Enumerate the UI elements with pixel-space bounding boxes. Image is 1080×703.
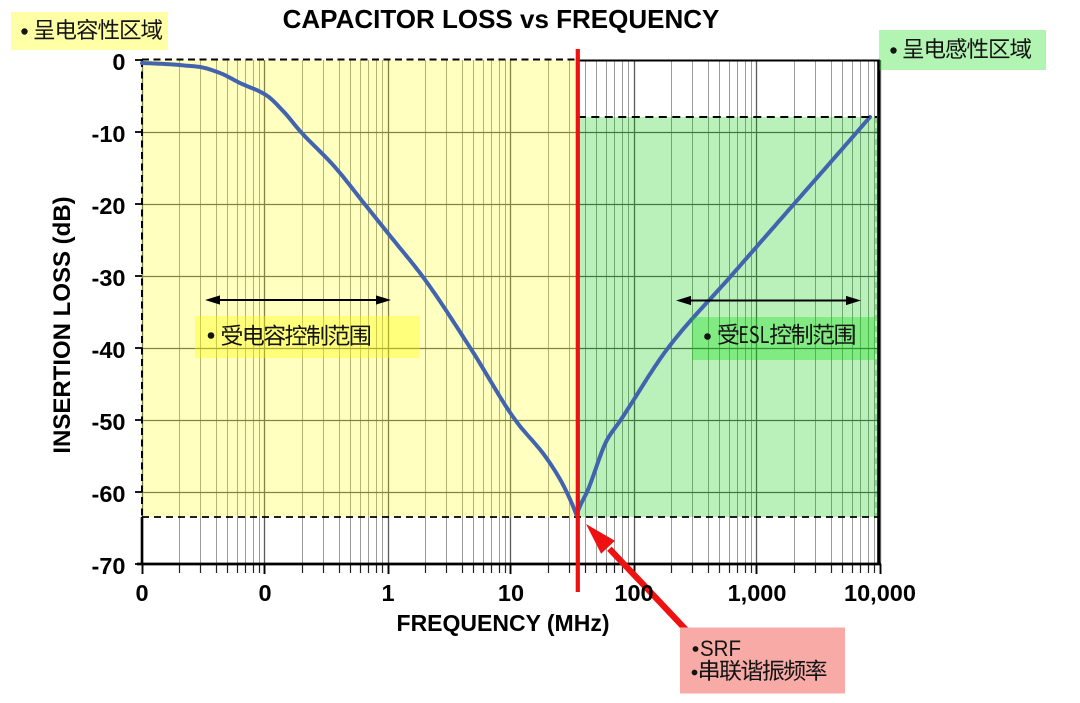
svg-text:10,000: 10,000 xyxy=(844,580,916,606)
svg-text:-40: -40 xyxy=(92,337,126,363)
svg-text:0: 0 xyxy=(135,580,148,606)
svg-text:10: 10 xyxy=(498,580,524,606)
svg-text:-20: -20 xyxy=(92,193,126,219)
svg-text:100: 100 xyxy=(614,580,653,606)
svg-text:-60: -60 xyxy=(92,481,126,507)
svg-text:FREQUENCY (MHz): FREQUENCY (MHz) xyxy=(397,610,610,636)
svg-text:0: 0 xyxy=(258,580,271,606)
svg-text:INSERTION LOSS (dB): INSERTION LOSS (dB) xyxy=(49,196,76,453)
svg-text:0: 0 xyxy=(112,49,125,75)
svg-text:-70: -70 xyxy=(92,553,126,579)
svg-text:1,000: 1,000 xyxy=(728,580,787,606)
svg-text:-50: -50 xyxy=(92,409,126,435)
svg-text:CAPACITOR LOSS vs FREQUENCY: CAPACITOR LOSS vs FREQUENCY xyxy=(283,4,720,34)
svg-text:-30: -30 xyxy=(92,265,126,291)
svg-text:1: 1 xyxy=(381,580,394,606)
svg-text:-10: -10 xyxy=(92,121,126,147)
svg-text:SRF: SRF xyxy=(700,636,741,661)
